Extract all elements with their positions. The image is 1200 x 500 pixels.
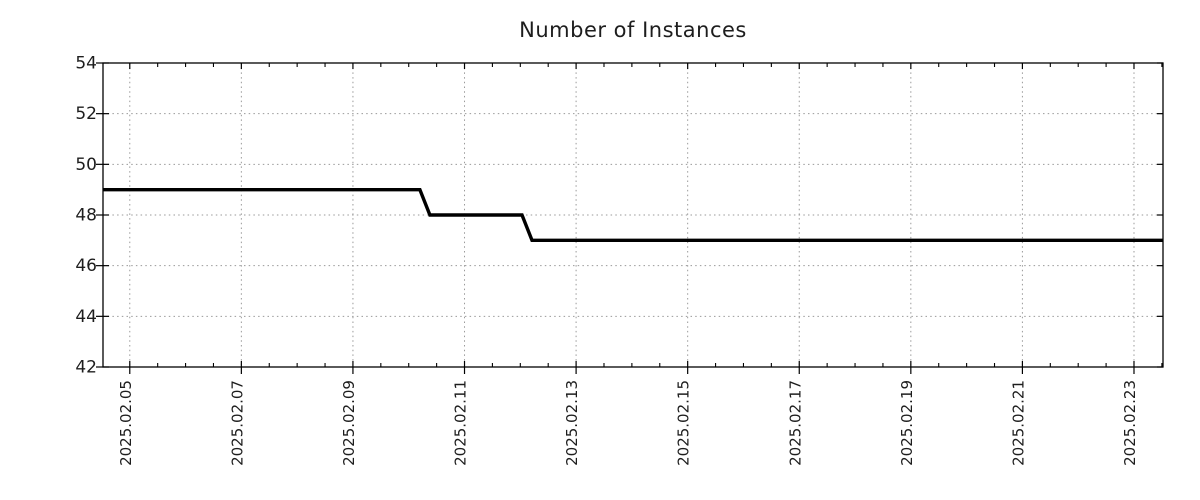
y-tick-label: 42 (75, 358, 97, 378)
y-tick-label: 50 (75, 155, 97, 175)
x-tick-label: 2025.02.21 (1009, 380, 1027, 466)
chart-title: Number of Instances (519, 18, 747, 42)
x-tick-label: 2025.02.07 (228, 380, 246, 466)
x-tick-label: 2025.02.17 (786, 380, 804, 466)
y-tick-label: 52 (75, 104, 97, 124)
x-tick-label: 2025.02.05 (117, 380, 135, 466)
y-tick-label: 48 (75, 206, 97, 226)
y-tick-label: 54 (75, 54, 97, 74)
x-tick-label: 2025.02.23 (1121, 380, 1139, 466)
plot-border (102, 62, 1164, 368)
x-tick-label: 2025.02.13 (563, 380, 581, 466)
x-tick-label: 2025.02.15 (675, 380, 693, 466)
y-tick-label: 44 (75, 307, 97, 327)
x-tick-label: 2025.02.11 (452, 380, 470, 466)
x-tick-label: 2025.02.09 (340, 380, 358, 466)
x-tick-label: 2025.02.19 (898, 380, 916, 466)
series-line-instances (103, 187, 1163, 243)
y-tick-label: 46 (75, 256, 97, 276)
